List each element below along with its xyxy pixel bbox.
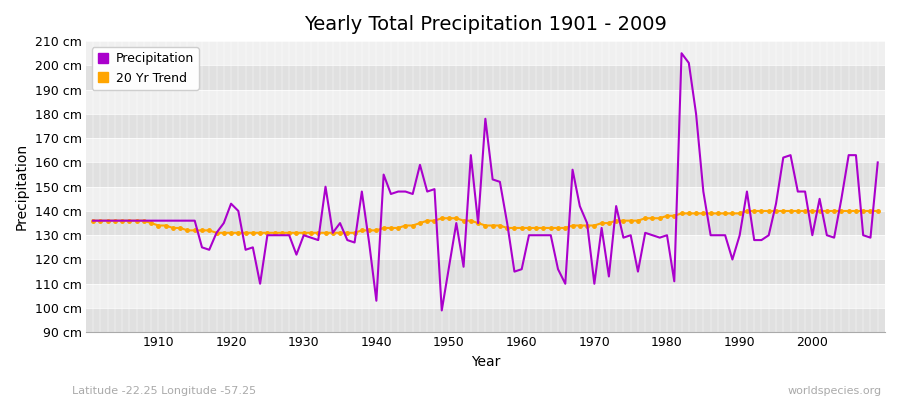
Precipitation [524, 233, 535, 238]
Precipitation [872, 160, 883, 165]
Line: 20 Yr Trend: 20 Yr Trend [91, 209, 879, 234]
Bar [86, 187, 885, 211]
Bar [86, 308, 885, 332]
20 Yr Trend [611, 218, 622, 223]
Legend: Precipitation, 20 Yr Trend: Precipitation, 20 Yr Trend [92, 47, 199, 90]
Precipitation [146, 218, 157, 223]
Title: Yearly Total Precipitation 1901 - 2009: Yearly Total Precipitation 1901 - 2009 [304, 15, 667, 34]
Line: Precipitation: Precipitation [93, 53, 878, 310]
20 Yr Trend [517, 226, 527, 230]
Bar [86, 138, 885, 162]
20 Yr Trend [87, 218, 98, 223]
Text: worldspecies.org: worldspecies.org [788, 386, 882, 396]
Precipitation [611, 204, 622, 208]
Text: Latitude -22.25 Longitude -57.25: Latitude -22.25 Longitude -57.25 [72, 386, 256, 396]
20 Yr Trend [872, 208, 883, 213]
Bar [86, 235, 885, 260]
Precipitation [676, 51, 687, 56]
Precipitation [306, 235, 317, 240]
20 Yr Trend [356, 228, 367, 233]
20 Yr Trend [212, 230, 222, 235]
Bar [86, 211, 885, 235]
Bar [86, 41, 885, 65]
X-axis label: Year: Year [471, 355, 500, 369]
Precipitation [87, 218, 98, 223]
Precipitation [517, 267, 527, 272]
Bar [86, 260, 885, 284]
Bar [86, 114, 885, 138]
Precipitation [349, 240, 360, 245]
Bar [86, 90, 885, 114]
Bar [86, 65, 885, 90]
Y-axis label: Precipitation: Precipitation [15, 143, 29, 230]
Precipitation [436, 308, 447, 313]
Bar [86, 162, 885, 187]
20 Yr Trend [146, 221, 157, 226]
20 Yr Trend [524, 226, 535, 230]
20 Yr Trend [313, 230, 324, 235]
20 Yr Trend [742, 208, 752, 213]
Bar [86, 284, 885, 308]
